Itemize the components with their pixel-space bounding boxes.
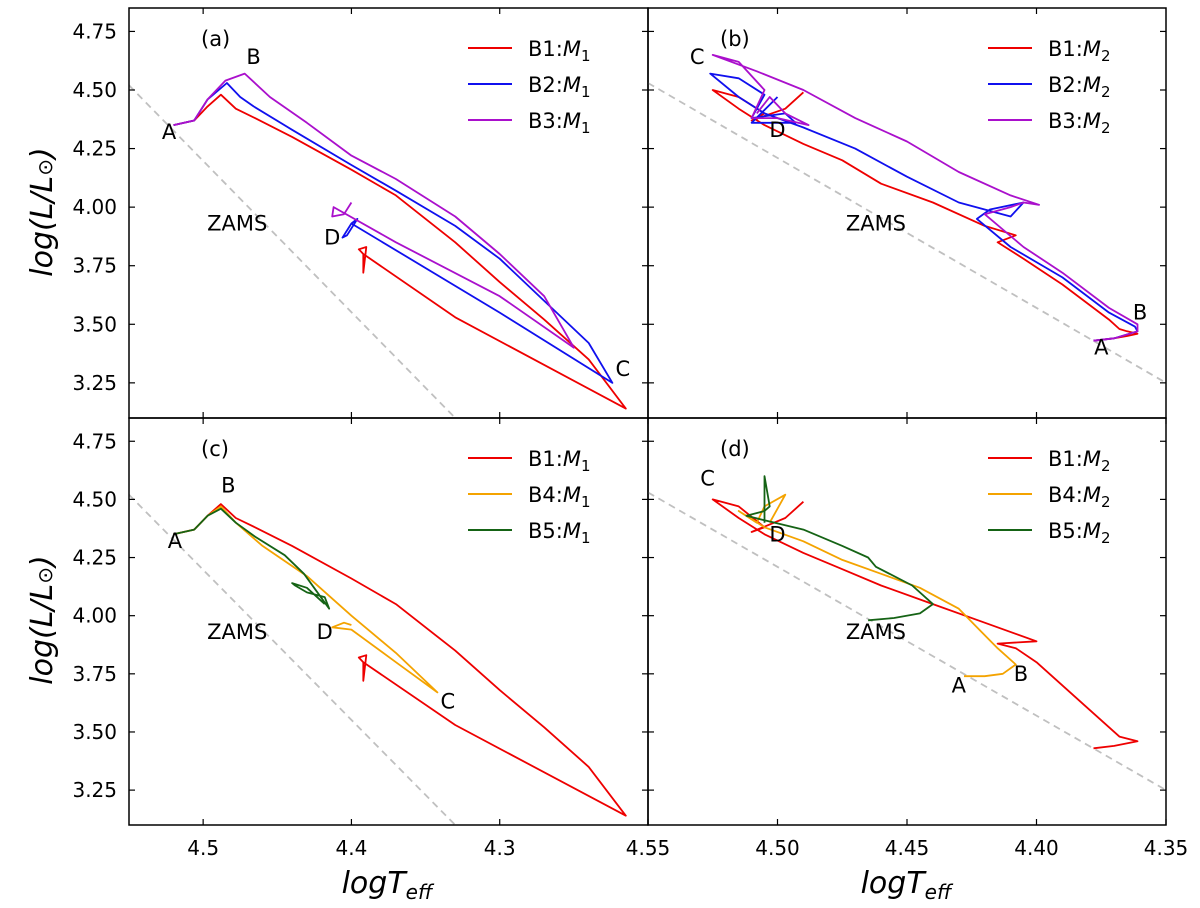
track-b4-m1 — [173, 505, 439, 694]
plot-area — [129, 72, 627, 418]
point-label-c: C — [690, 45, 705, 69]
y-tick-label: 4.75 — [72, 429, 117, 453]
point-label-b: B — [246, 45, 260, 69]
zams-label: ZAMS — [846, 620, 906, 644]
x-tick-label: 4.3 — [484, 836, 516, 860]
panel-b: (b) AB C D ZAMS B1:M2 B2:M2 B3:M2 — [647, 7, 1167, 419]
panel-c: 3.25 3.50 3.75 4.00 4.25 4.50 4.75 4.5 4.4 4.3 (c)… — [72, 417, 649, 860]
ticks: 3.25 3.50 3.75 4.00 4.25 4.50 4.75 4.5 4.4 4.3 — [72, 418, 648, 860]
x-axis-label-right: logTeff — [861, 866, 954, 904]
track-b3-m2 — [711, 54, 1139, 342]
track-b2-m1 — [173, 82, 614, 384]
legend-entry: B1:M1 — [528, 447, 591, 475]
point-label-c: C — [440, 690, 455, 714]
ticks: 3.25 3.50 3.75 4.00 4.25 4.50 4.75 — [72, 8, 648, 418]
point-label-b: B — [1014, 662, 1028, 686]
panel-label: (c) — [201, 437, 229, 461]
panel-frame — [647, 417, 1167, 826]
legend-entry: B1:M2 — [1048, 37, 1111, 65]
zams-label: ZAMS — [207, 212, 267, 236]
panel-label: (a) — [201, 27, 230, 51]
zams-label: ZAMS — [846, 212, 906, 236]
x-tick-label: 4.55 — [626, 836, 671, 860]
plot-area — [129, 494, 627, 825]
legend-entry: B1:M1 — [528, 37, 591, 65]
legend-entry: B5:M1 — [528, 519, 591, 547]
point-label-c: C — [615, 357, 630, 381]
y-tick-label: 3.50 — [72, 720, 117, 744]
track-b5-m2 — [745, 475, 934, 622]
x-tick-label: 4.45 — [885, 836, 930, 860]
zams-line — [648, 491, 1166, 791]
track-b5-m1 — [173, 507, 331, 610]
ticks: 4.55 4.50 4.45 4.40 4.35 — [626, 418, 1189, 860]
zams-label: ZAMS — [207, 620, 267, 644]
zams-line — [129, 494, 456, 825]
point-label-c: C — [700, 466, 715, 490]
point-label-a: A — [952, 673, 967, 697]
plot-area — [648, 54, 1166, 384]
y-tick-label: 4.75 — [72, 19, 117, 43]
legend-entry: B2:M2 — [1048, 73, 1111, 101]
point-label-d: D — [317, 620, 333, 644]
legend: B1:M1 B2:M1 B3:M1 — [468, 37, 591, 137]
track-b4-m2 — [737, 493, 1017, 678]
y-axis-label-top: log(L/L⊙) — [25, 147, 60, 276]
point-label-a: A — [1094, 336, 1109, 360]
point-label-d: D — [324, 226, 340, 250]
y-tick-label: 3.25 — [72, 778, 117, 802]
track-b1-m1 — [173, 93, 627, 410]
legend-entry: B4:M1 — [528, 483, 591, 511]
y-tick-label: 4.00 — [72, 195, 117, 219]
panel-frame — [647, 7, 1167, 419]
y-axis-label-bottom: log(L/L⊙) — [25, 555, 60, 684]
y-tick-label: 3.75 — [72, 254, 117, 278]
track-b1-m1 — [173, 503, 627, 817]
legend-entry: B2:M1 — [528, 73, 591, 101]
legend-entry: B1:M2 — [1048, 447, 1111, 475]
y-tick-label: 3.75 — [72, 662, 117, 686]
zams-line — [648, 82, 1166, 384]
y-tick-label: 3.50 — [72, 312, 117, 336]
legend: B1:M2 B4:M2 B5:M2 — [988, 447, 1111, 547]
point-label-a: A — [168, 529, 183, 553]
y-tick-label: 4.50 — [72, 487, 117, 511]
point-label-a: A — [162, 120, 177, 144]
x-tick-label: 4.50 — [755, 836, 800, 860]
x-tick-label: 4.35 — [1144, 836, 1189, 860]
legend-entry: B5:M2 — [1048, 519, 1111, 547]
y-tick-label: 4.00 — [72, 604, 117, 628]
panel-label: (b) — [720, 27, 750, 51]
point-label-b: B — [1133, 301, 1147, 325]
y-tick-label: 3.25 — [72, 371, 117, 395]
point-label-d: D — [769, 522, 785, 546]
y-tick-label: 4.50 — [72, 78, 117, 102]
zams-line — [129, 84, 456, 418]
panel-label: (d) — [720, 437, 750, 461]
plot-area — [648, 475, 1166, 791]
panel-a: 3.25 3.50 3.75 4.00 4.25 4.50 4.75 (a) A B C D ZAMS B… — [72, 7, 649, 419]
ticks — [648, 8, 1166, 418]
track-b3-m1 — [173, 72, 575, 349]
legend: B1:M2 B2:M2 B3:M2 — [988, 37, 1111, 137]
panel-d: 4.55 4.50 4.45 4.40 4.35 (d) A B C D ZAMS B1:M2 B4:M… — [626, 417, 1189, 860]
x-axis-label-left: logTeff — [342, 866, 435, 904]
legend-entry: B3:M2 — [1048, 109, 1111, 137]
x-tick-label: 4.5 — [187, 836, 219, 860]
y-tick-label: 4.25 — [72, 137, 117, 161]
point-label-b: B — [221, 473, 235, 497]
legend: B1:M1 B4:M1 B5:M1 — [468, 447, 591, 547]
y-tick-label: 4.25 — [72, 546, 117, 570]
x-tick-label: 4.40 — [1014, 836, 1059, 860]
legend-entry: B3:M1 — [528, 109, 591, 137]
legend-entry: B4:M2 — [1048, 483, 1111, 511]
point-label-d: D — [769, 118, 785, 142]
x-tick-label: 4.4 — [336, 836, 368, 860]
